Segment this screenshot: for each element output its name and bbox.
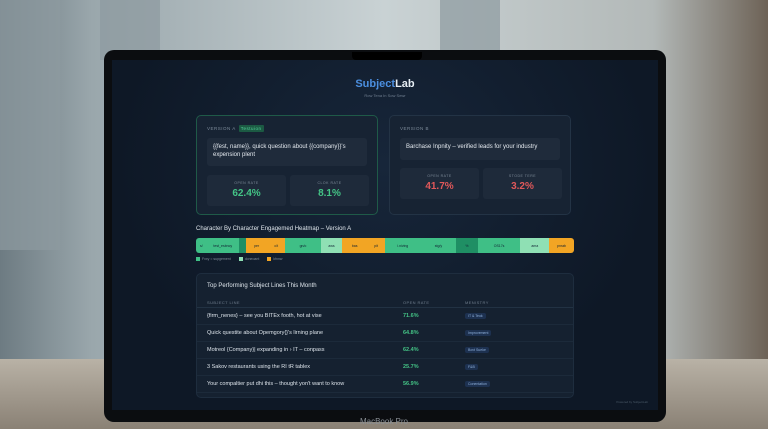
heatmap-title: Character By Character Engagemed Heatmap… xyxy=(196,226,352,232)
open-rate-metric: OPEN RATE 41.7% xyxy=(400,168,479,199)
subject-line: {firm_nenes} – see you BITEx footh, hot … xyxy=(207,313,322,319)
heatmap-segment xyxy=(238,238,246,253)
heatmap-segment: OS17s xyxy=(477,238,521,253)
table-row[interactable]: Your compaltier put dhi this – thought y… xyxy=(197,376,573,393)
header-industry: MENISTRY xyxy=(465,300,489,305)
table-row[interactable]: 3 Sakov restaurants using the RI tR tabl… xyxy=(197,359,573,376)
click-rate-metric: CLOK RATE 8.1% xyxy=(290,175,369,206)
open-rate: 71.6% xyxy=(403,313,419,319)
heatmap-segment: aws xyxy=(320,238,343,253)
table-title: Top Performing Subject Lines This Month xyxy=(207,283,317,289)
open-rate: 64.8% xyxy=(403,330,419,336)
camera-notch xyxy=(352,52,422,60)
table-header: SUBJECT LINE OPEN RATE MENISTRY xyxy=(197,298,573,308)
open-rate-metric: OPEN RATE 62.4% xyxy=(207,175,286,206)
industry-tag: Conentation xyxy=(465,381,490,387)
heatmap-segment: s/ xyxy=(196,238,207,253)
open-rate: 25.7% xyxy=(403,364,419,370)
table-row[interactable]: {firm_nenes} – see you BITEx footh, hot … xyxy=(197,308,573,325)
header-open-rate: OPEN RATE xyxy=(403,300,430,305)
open-rate: 62.4% xyxy=(403,347,419,353)
top-subject-lines-table: Top Performing Subject Lines This Month … xyxy=(196,273,574,398)
tagline: Row Tena In Sow Sewr xyxy=(364,93,406,98)
heatmap-segment: ama xyxy=(520,238,550,253)
heatmap-segment: bas xyxy=(342,238,368,253)
industry-tag: Improvement xyxy=(465,330,492,336)
heatmap-segment: pnrab xyxy=(549,238,574,253)
heatmap-segment: per xyxy=(245,238,268,253)
heatmap-segment: gn/o xyxy=(285,238,321,253)
legend-swatch xyxy=(196,257,200,262)
heatmap-legend: Fxxy = supgement doneoant kfnnw xyxy=(196,257,282,262)
version-a-subject: {{fest, name}}, quick question about {{c… xyxy=(207,138,367,166)
heatmap-segment: i.niving xyxy=(384,238,421,253)
legend-item: kfnnw xyxy=(267,257,282,262)
version-b-subject: Barchase Inpnity – verified leads for yo… xyxy=(400,138,560,160)
industry-tag: Bovt Sueke xyxy=(465,347,489,353)
heatmap-segment: pit xyxy=(367,238,385,253)
legend-item: Fxxy = supgement xyxy=(196,257,231,262)
open-rate: 56.9% xyxy=(403,381,419,387)
version-a-label: VERSION A xyxy=(207,126,236,131)
industry-tag: IT & Teok xyxy=(465,313,486,319)
heatmap-segment: test_esbncy xyxy=(206,238,239,253)
legend-swatch xyxy=(238,257,243,262)
subject-line: Your compaltier put dhi this – thought y… xyxy=(207,381,345,387)
table-row[interactable]: Motreol {Company}| expanding in › IT – c… xyxy=(197,342,573,359)
device-label: MacBook Pro xyxy=(359,417,409,426)
subject-line: Quick questite about Opemgory{}'s lirnin… xyxy=(207,330,324,336)
winner-badge: Testuion xyxy=(238,125,264,132)
background-building xyxy=(0,0,60,250)
version-a-card: VERSION A Testuion {{fest, name}}, quick … xyxy=(196,115,378,215)
industry-tag: F&B xyxy=(465,364,478,370)
subject-line: 3 Sakov restaurants using the RI tR tabl… xyxy=(207,364,311,370)
header-subject: SUBJECT LINE xyxy=(207,300,240,305)
heatmap-bar: s/test_esbncy per c/t gn/o aws bas pit i.niving… xyxy=(196,238,574,253)
footer-text: Powered by SubjectLab xyxy=(616,400,648,404)
heatmap-segment: % xyxy=(456,238,478,253)
click-rate-metric: STODE TERE 3.2% xyxy=(483,168,562,199)
version-b-card: VERSION B Barchase Inpnity – verified le… xyxy=(389,115,571,215)
heatmap-segment: stg/y xyxy=(420,238,457,253)
version-b-label: VERSION B xyxy=(400,126,430,131)
legend-swatch xyxy=(267,257,272,262)
legend-item: doneoant xyxy=(238,257,259,262)
subject-line: Motreol {Company}| expanding in › IT – c… xyxy=(207,347,325,353)
screen: SubjectLab Row Tena In Sow Sewr VERSION … xyxy=(112,60,658,410)
heatmap-segment: c/t xyxy=(267,238,286,253)
table-row[interactable]: Quick questite about Opemgory{}'s lirnin… xyxy=(197,325,573,342)
brand-logo: SubjectLab xyxy=(355,78,415,90)
